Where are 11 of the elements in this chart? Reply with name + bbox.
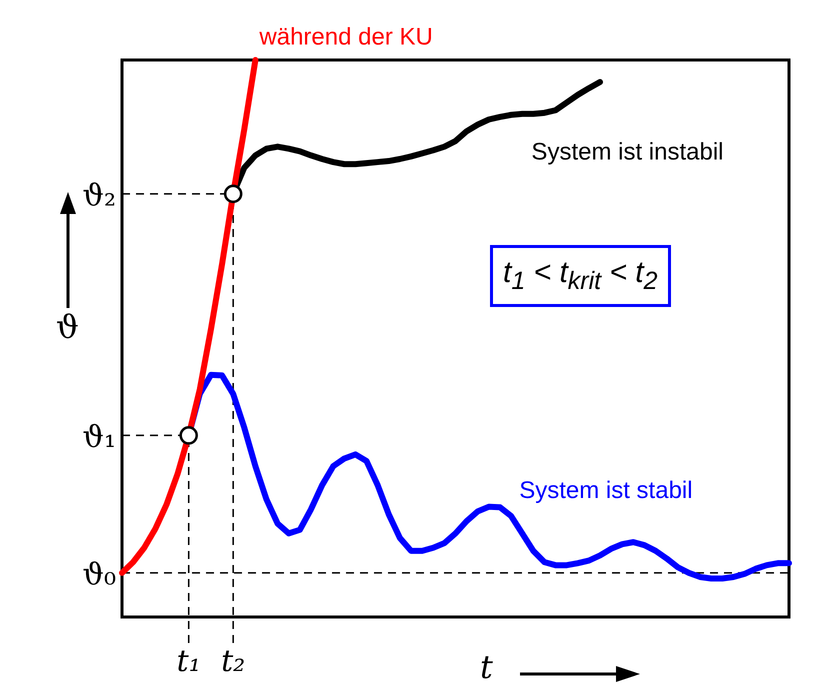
y-axis-title: ϑ (56, 308, 79, 346)
series-label: während der KU (258, 24, 433, 51)
annotation: t$_{1}$ < t$_{krit}$ < t$_{2}$ (490, 245, 671, 307)
x-tick-label: t₁ (176, 644, 201, 679)
ref-line-label: ϑ₀ (82, 558, 116, 593)
x-axis-title: t (480, 648, 493, 686)
x-tick-label: t₂ (221, 644, 246, 679)
ref-line-label: ϑ₂ (82, 178, 116, 214)
ref-line-label: ϑ₁ (82, 420, 116, 456)
series-label: System ist stabil (519, 477, 693, 504)
series-label: System ist instabil (531, 138, 724, 166)
